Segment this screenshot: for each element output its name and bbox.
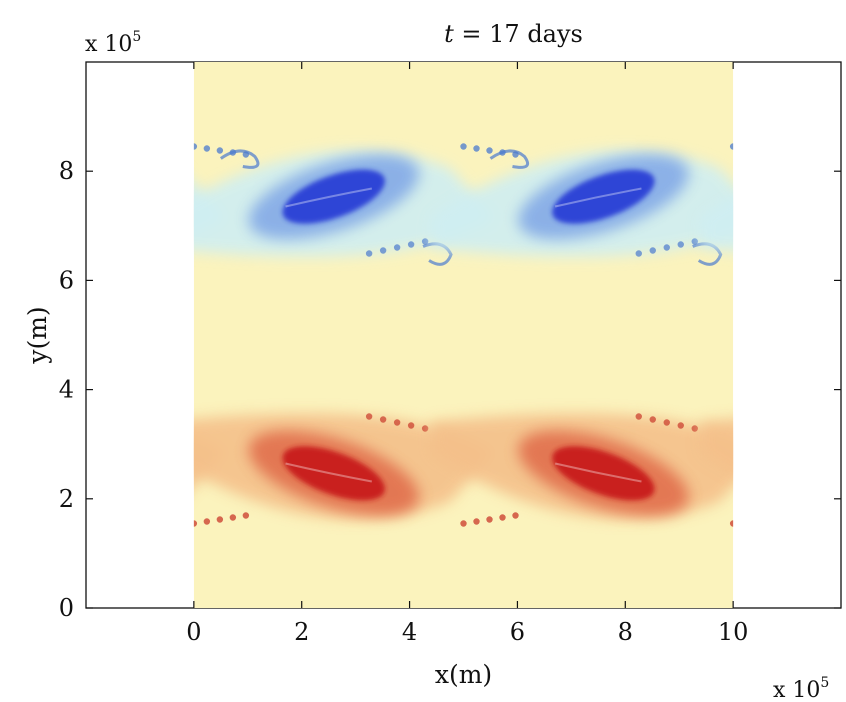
edge-eddy [421,238,429,245]
x-axis-ticks: 0 2 4 6 8 10 [186,62,748,646]
edge-eddy [216,147,224,154]
y-axis-label: y(m) [23,306,52,364]
edge-eddy [473,518,480,525]
edge-eddy [499,149,506,156]
edge-eddy [729,143,734,150]
edge-eddy [407,241,415,248]
vortex-filament [285,462,373,483]
title-text: = 17 days [454,20,583,48]
x-tick-label: 8 [618,618,633,646]
edge-eddy [379,247,387,254]
edge-eddy [691,425,698,432]
x-tick-label: 10 [718,618,749,646]
edge-eddy [677,241,684,248]
negative-band [193,143,734,266]
y-tick-label: 0 [59,594,74,622]
x-tick-label: 4 [402,618,417,646]
vortex-filament [285,187,373,208]
edge-eddy [677,422,684,429]
edge-eddy [635,250,642,257]
vortex-core [552,446,655,501]
y-scale-exponent: 5 [132,29,141,45]
chart-title: t = 17 days [444,20,583,48]
edge-eddy [203,518,211,525]
vortex-core [552,169,655,224]
edge-eddy [473,145,480,152]
edge-eddy [365,250,373,257]
x-scale-base: x 10 [773,678,820,702]
edge-eddy [663,244,670,251]
x-tick-label: 6 [510,618,525,646]
y-tick-label: 6 [59,266,74,294]
heatmap-field [193,62,734,608]
edge-eddy [393,419,401,426]
edge-eddy [393,244,401,251]
edge-eddy [729,520,734,527]
edge-eddy [407,422,415,429]
edge-eddy [635,413,642,420]
svg-text:x 105: x 105 [773,675,829,702]
title-variable: t [444,20,454,48]
y-scale-base: x 10 [85,32,132,57]
edge-eddy [663,419,670,426]
edge-eddy [242,151,250,158]
positive-band [193,413,734,527]
x-tick-label: 2 [294,618,309,646]
x-tick-label: 0 [186,618,201,646]
edge-eddy [486,147,493,154]
edge-eddy [486,516,493,523]
vortex-filament [554,187,642,208]
edge-eddy [499,514,506,521]
band-sheet [700,196,734,252]
edge-eddy [229,514,237,521]
x-scale-exponent: 5 [820,675,829,691]
vortex-core [282,446,385,501]
y-tick-label: 8 [59,157,74,185]
edge-eddy [379,416,387,423]
edge-eddy [229,149,237,156]
vortex-core [282,169,385,224]
vortex-filament [554,462,642,483]
band-sheet [700,418,734,474]
edge-eddy [512,512,519,519]
edge-eddy [691,238,698,245]
edge-eddy [421,425,429,432]
y-scale-factor: x 105 [85,29,141,57]
edge-eddy [649,247,656,254]
edge-eddy [193,143,198,150]
edge-eddy [460,520,467,527]
x-scale-factor: x 105 [773,675,829,702]
edge-eddy [216,516,224,523]
y-tick-label: 2 [59,485,74,513]
edge-eddy [460,143,467,150]
svg-text:x 105: x 105 [85,29,141,57]
edge-eddy [649,416,656,423]
edge-eddy [242,512,250,519]
y-axis-ticks: 0 2 4 6 8 [59,157,841,622]
edge-eddy [203,145,211,152]
y-tick-label: 4 [59,376,74,404]
edge-eddy [365,413,373,420]
edge-eddy [193,520,198,527]
x-axis-label: x(m) [435,660,492,689]
edge-eddy [512,151,519,158]
